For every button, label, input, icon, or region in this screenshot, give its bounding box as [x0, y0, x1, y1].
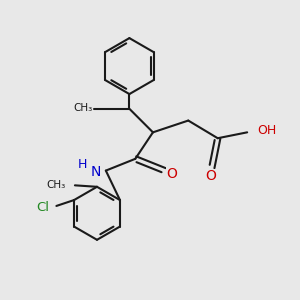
Text: O: O	[167, 167, 178, 181]
Text: N: N	[90, 165, 101, 179]
Text: CH₃: CH₃	[73, 103, 93, 113]
Text: CH₃: CH₃	[47, 180, 66, 190]
Text: OH: OH	[257, 124, 277, 137]
Text: H: H	[78, 158, 88, 171]
Text: O: O	[205, 169, 216, 184]
Text: Cl: Cl	[36, 201, 49, 214]
